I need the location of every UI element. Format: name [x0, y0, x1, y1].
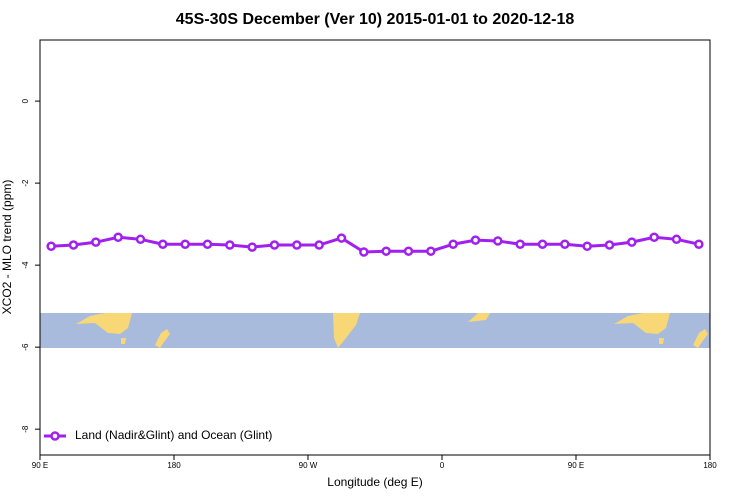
- x-axis-label: Longitude (deg E): [327, 475, 422, 489]
- point: [292, 240, 302, 250]
- plot-frame: [39, 39, 711, 456]
- point: [627, 237, 637, 247]
- point: [671, 234, 682, 245]
- point: [515, 239, 525, 249]
- point: [403, 246, 414, 256]
- y-tick-label: -2: [21, 179, 30, 187]
- point: [560, 239, 570, 249]
- point: [448, 239, 458, 249]
- x-tick-label: 90 E: [32, 461, 48, 470]
- point: [202, 239, 213, 249]
- x-tick-label: 180: [703, 461, 717, 470]
- series-line: [51, 235, 700, 254]
- legend-marker: [50, 431, 60, 441]
- point: [314, 240, 324, 250]
- point: [426, 246, 436, 256]
- y-tick-label: -8: [21, 425, 30, 433]
- x-tick-label: 90 W: [299, 461, 318, 470]
- legend-label: Land (Nadir&Glint) and Ocean (Glint): [75, 428, 272, 442]
- point: [537, 239, 548, 249]
- point: [247, 242, 257, 252]
- point: [649, 232, 659, 242]
- y-axis-label: XCO2 - MLO trend (ppm): [0, 180, 14, 315]
- chart-title: 45S-30S December (Ver 10) 2015-01-01 to …: [176, 11, 575, 28]
- x-tick-label: 90 E: [568, 461, 584, 470]
- y-tick-label: 0: [21, 98, 30, 103]
- point: [91, 237, 101, 247]
- y-tick-label: -6: [21, 343, 30, 351]
- point: [180, 239, 190, 249]
- x-tick-label: 180: [167, 461, 181, 470]
- point: [135, 234, 146, 245]
- map-strip: [40, 313, 710, 348]
- point: [381, 246, 391, 256]
- point: [113, 232, 123, 242]
- y-tick-label: -4: [21, 261, 30, 269]
- point: [470, 235, 481, 245]
- point: [493, 236, 503, 246]
- point: [604, 240, 615, 250]
- point: [68, 240, 79, 250]
- point: [225, 240, 235, 250]
- point: [694, 239, 704, 249]
- x-tick-label: 0: [440, 461, 445, 470]
- point: [582, 241, 592, 252]
- point: [46, 241, 56, 252]
- point: [336, 233, 347, 243]
- point: [269, 240, 280, 250]
- point: [158, 239, 168, 249]
- point: [359, 247, 369, 257]
